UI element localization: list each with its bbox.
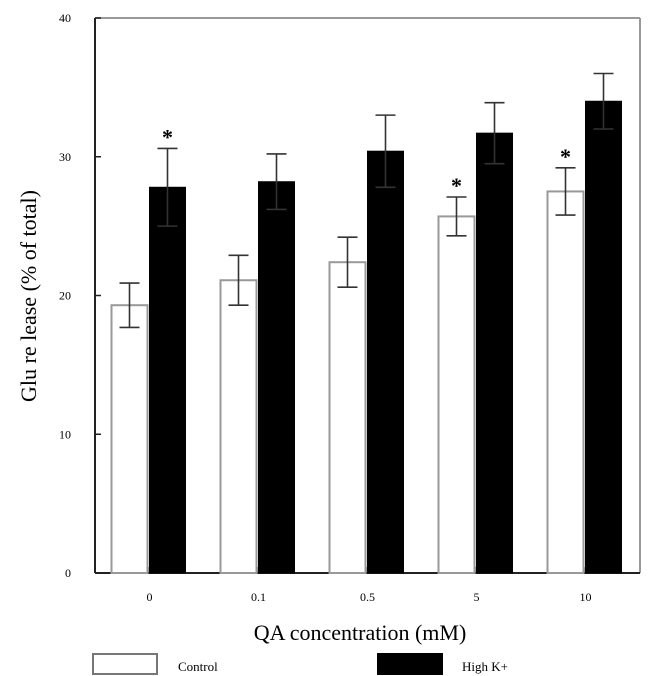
y-tick-label: 0	[65, 566, 71, 580]
high-k-bar	[367, 150, 404, 574]
y-tick-label: 10	[59, 427, 71, 441]
high-k-bar	[149, 186, 186, 574]
significance-star: *	[162, 124, 173, 149]
control-bar	[546, 190, 585, 574]
plot-area: 0 10 20 30 40 0 0.1 0.5 5 10 * * *	[59, 11, 641, 604]
y-tick-label: 40	[59, 11, 71, 25]
significance-star: *	[560, 144, 571, 169]
x-tick-label: 0.1	[251, 590, 266, 604]
x-axis-title: QA concentration (mM)	[254, 620, 467, 645]
y-axis-title: Glu re lease (% of total)	[16, 190, 41, 402]
x-tick-label: 0	[147, 590, 153, 604]
legend-label-high-k: High K+	[462, 659, 508, 674]
high-k-bar	[258, 181, 295, 574]
legend-swatch-control	[92, 653, 158, 675]
high-k-bar	[585, 100, 622, 574]
legend-swatch-high-k	[377, 653, 443, 675]
high-k-bar	[476, 132, 513, 574]
legend-label-control: Control	[178, 659, 218, 674]
control-bar	[110, 304, 149, 574]
control-bar	[328, 261, 367, 574]
control-bar	[437, 215, 476, 574]
legend: Control High K+	[92, 653, 508, 675]
y-tick-label: 30	[59, 150, 71, 164]
x-tick-label: 10	[580, 590, 592, 604]
y-tick-label: 20	[59, 289, 71, 303]
x-tick-label: 0.5	[360, 590, 375, 604]
x-tick-label: 5	[474, 590, 480, 604]
control-bar	[219, 279, 258, 574]
significance-star: *	[451, 173, 462, 198]
